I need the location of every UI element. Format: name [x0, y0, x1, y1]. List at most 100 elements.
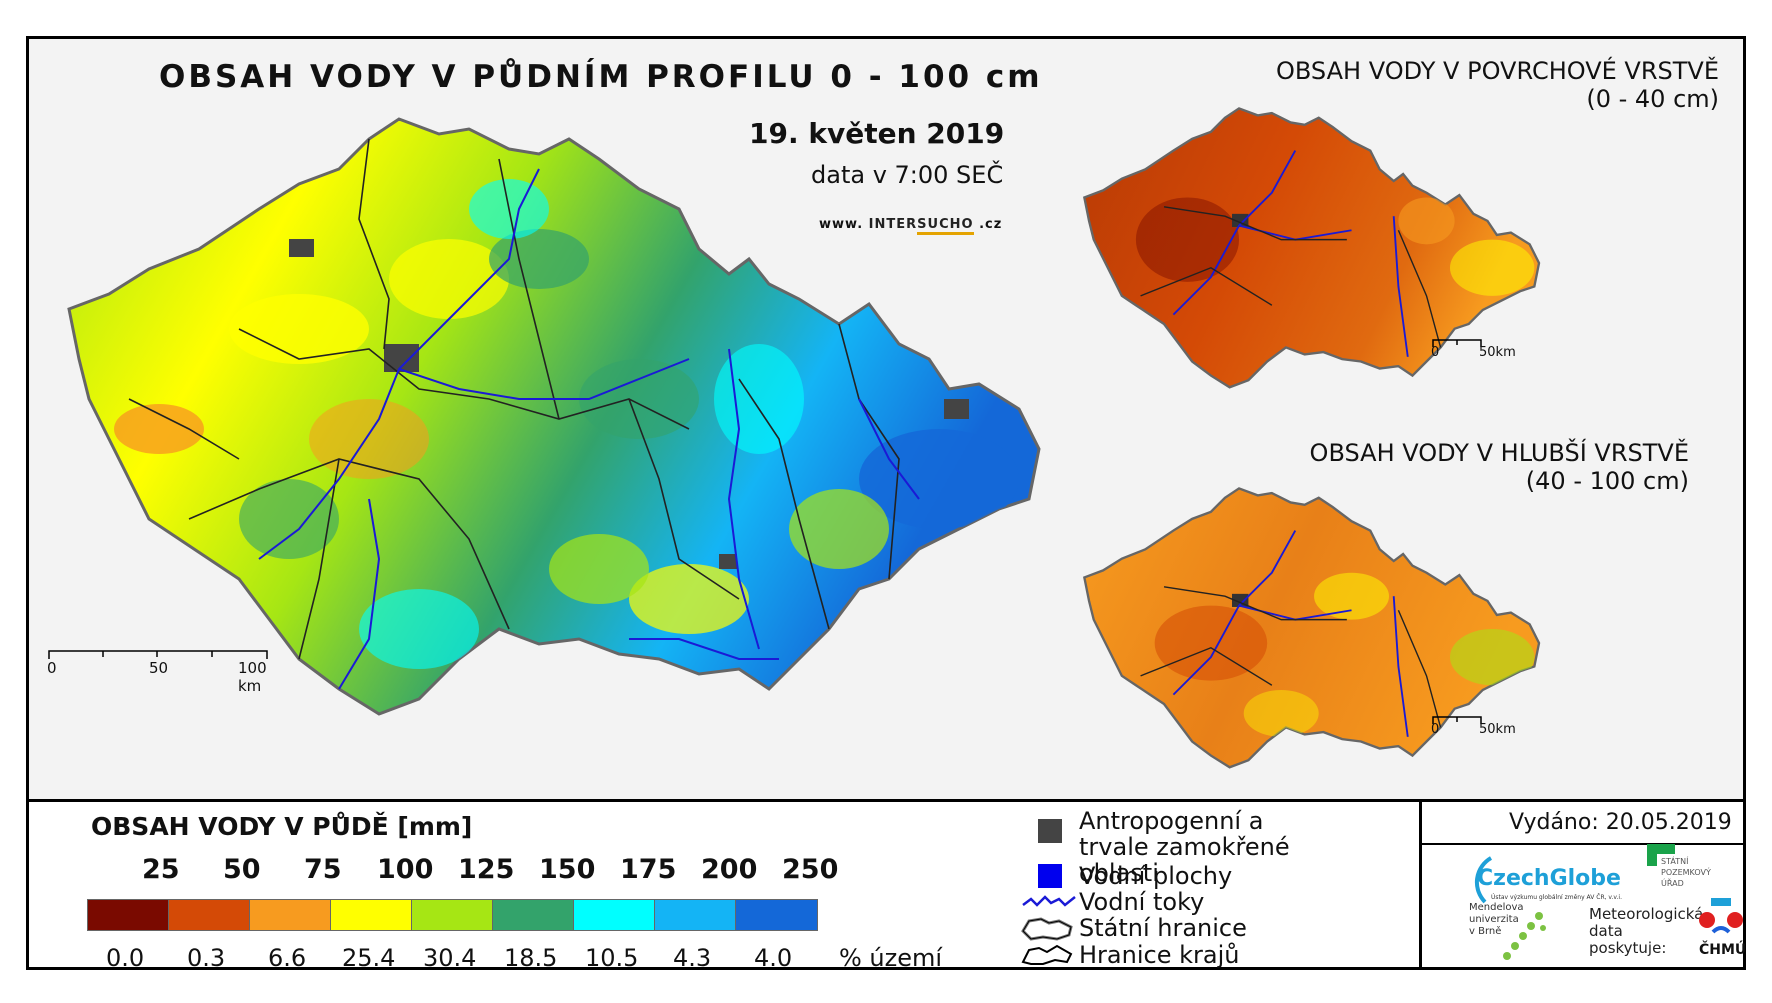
legend-percent-label: 0.3	[187, 944, 226, 972]
divider-issued	[1422, 843, 1743, 845]
mendel-line1: Mendelova	[1469, 902, 1524, 913]
rivers-label: Vodní toky	[1079, 888, 1205, 916]
legend-swatch	[412, 900, 493, 930]
deep-layer-map	[1083, 487, 1541, 769]
mendel-dots-icon	[1503, 912, 1546, 960]
side-top-scale-bar: 0 50km	[1431, 335, 1521, 363]
legend-swatch	[169, 900, 250, 930]
mendel-university-logo[interactable]: Mendelova univerzita v Brně	[1469, 902, 1579, 964]
legend-swatch	[574, 900, 655, 930]
side-bottom-scale-50: 50km	[1479, 722, 1516, 737]
legend-bound-label: 25	[142, 854, 180, 885]
legend-swatch	[493, 900, 574, 930]
symbol-rivers: Vodní toky	[1022, 888, 1205, 916]
map-area: OBSAH VODY V PŮDNÍM PROFILU 0 - 100 cm 1…	[29, 39, 1743, 799]
surface-layer-map	[1083, 107, 1541, 389]
legend-percent-unit: % území	[839, 944, 943, 972]
map-date: 19. květen 2019	[749, 117, 1005, 150]
mendel-text: Mendelova univerzita v Brně	[1469, 902, 1524, 938]
czechglobe-name: CzechGlobe	[1477, 866, 1621, 891]
main-scale-line	[48, 650, 268, 659]
legend-bound-label: 100	[377, 854, 434, 885]
side-top-scale-line	[1432, 339, 1482, 347]
meteo-line3: poskytuje:	[1589, 939, 1667, 957]
legend-bound-label: 150	[539, 854, 596, 885]
czechglobe-logo[interactable]: CzechGlobe Ústav výzkumu globální změny …	[1461, 850, 1622, 910]
legend-bound-label: 200	[701, 854, 758, 885]
web-name-b: SUCHO	[917, 217, 974, 235]
spu-flag-icon	[1647, 844, 1675, 866]
divider-horizontal	[29, 799, 1743, 802]
anthropogenic-label: Antropogenní a trvale zamokřené oblasti	[1079, 807, 1290, 887]
meteo-data-text: Meteorologická data poskytuje:	[1589, 906, 1703, 957]
legend-bound-label: 75	[304, 854, 342, 885]
side-top-title: OBSAH VODY V POVRCHOVÉ VRSTVĚ (0 - 40 cm…	[1209, 57, 1719, 113]
chmu-name: ČHMÚ	[1699, 942, 1747, 958]
mendel-line2: univerzita	[1469, 914, 1519, 925]
symbol-region-border: Hranice krajů	[1021, 942, 1239, 968]
czechglobe-arc-icon	[1474, 856, 1493, 904]
side-top-title-line1: OBSAH VODY V POVRCHOVÉ VRSTVĚ	[1276, 57, 1719, 85]
state-border-label: Státní hranice	[1079, 914, 1247, 942]
region-borders	[128, 138, 900, 660]
symbol-water-bodies: Vodní plochy	[1038, 862, 1233, 890]
side-top-title-line2: (0 - 40 cm)	[1586, 85, 1719, 113]
symbol-anthropogenic: Antropogenní a trvale zamokřené oblasti	[1038, 807, 1339, 887]
scale-0: 0	[47, 659, 57, 677]
side-bottom-title-line2: (40 - 100 cm)	[1525, 467, 1689, 495]
side-top-scale-0: 0	[1431, 345, 1440, 360]
legend-percent-label: 4.3	[673, 944, 712, 972]
data-time: data v 7:00 SEČ	[811, 161, 1004, 189]
state-border-outline-icon	[1019, 915, 1075, 949]
main-soil-moisture-map	[67, 117, 1041, 716]
side-top-scale-50: 50km	[1479, 345, 1516, 360]
side-bottom-title: OBSAH VODY V HLUBŠÍ VRSTVĚ (40 - 100 cm)	[1209, 439, 1689, 495]
legend-swatch	[655, 900, 736, 930]
side-bottom-title-line1: OBSAH VODY V HLUBŠÍ VRSTVĚ	[1309, 439, 1689, 467]
anthropogenic-square-icon	[1037, 818, 1063, 850]
legend-bound-label: 175	[620, 854, 677, 885]
legend-swatch	[736, 900, 817, 930]
spu-name: STÁTNÍ POZEMKOVÝ ÚŘAD	[1661, 857, 1711, 888]
chmu-logo[interactable]: ČHMÚ	[1693, 898, 1749, 964]
legend-percent-label: 30.4	[423, 944, 477, 972]
legend-swatch	[88, 900, 169, 930]
spu-logo[interactable]: STÁTNÍ POZEMKOVÝ ÚŘAD	[1647, 844, 1727, 894]
legend-bound-label: 125	[458, 854, 515, 885]
water-bodies-label: Vodní plochy	[1079, 862, 1233, 890]
side-bottom-scale-bar: 0 50km	[1431, 712, 1521, 740]
scale-50: 50	[149, 659, 169, 677]
web-suffix: .cz	[979, 217, 1003, 232]
divider-vertical	[1419, 802, 1422, 967]
side-bottom-scale-0: 0	[1431, 722, 1440, 737]
web-name-a: INTER	[868, 217, 918, 232]
legend-title: OBSAH VODY V PŮDĚ [mm]	[91, 812, 473, 841]
moisture-patches	[114, 179, 1019, 669]
main-title: OBSAH VODY V PŮDNÍM PROFILU 0 - 100 cm	[159, 59, 1043, 95]
legend-swatch	[331, 900, 412, 930]
symbol-state-border: Státní hranice	[1021, 914, 1247, 942]
legend-percent-label: 25.4	[342, 944, 396, 972]
legend-bound-label: 250	[782, 854, 839, 885]
main-scale-bar: 0 50 100 km	[47, 647, 287, 695]
region-border-outline-icon	[1019, 942, 1075, 974]
rivers	[258, 168, 920, 690]
web-prefix: www.	[819, 217, 864, 232]
legend-percent-label: 10.5	[585, 944, 639, 972]
czechglobe-subtitle: Ústav výzkumu globální změny AV ČR, v.v.…	[1491, 894, 1622, 901]
legend-swatch	[250, 900, 331, 930]
water-body-square-icon	[1037, 863, 1063, 895]
mendel-line3: v Brně	[1469, 926, 1502, 937]
meteo-line2: data	[1589, 922, 1623, 940]
map-frame: OBSAH VODY V PŮDNÍM PROFILU 0 - 100 cm 1…	[26, 36, 1746, 972]
river-line-icon	[1021, 889, 1077, 921]
meteo-line1: Meteorologická	[1589, 905, 1704, 923]
legend-panel: OBSAH VODY V PŮDĚ [mm] 25 50 75 100 125 150 17…	[29, 802, 1746, 972]
side-bottom-scale-line	[1432, 716, 1482, 724]
scale-100: 100 km	[238, 659, 267, 695]
legend-color-bar	[87, 899, 818, 931]
legend-percent-label: 0.0	[106, 944, 145, 972]
legend-bound-label: 50	[223, 854, 261, 885]
website-link[interactable]: www. INTERSUCHO .cz	[819, 217, 1002, 235]
legend-percent-label: 4.0	[754, 944, 793, 972]
